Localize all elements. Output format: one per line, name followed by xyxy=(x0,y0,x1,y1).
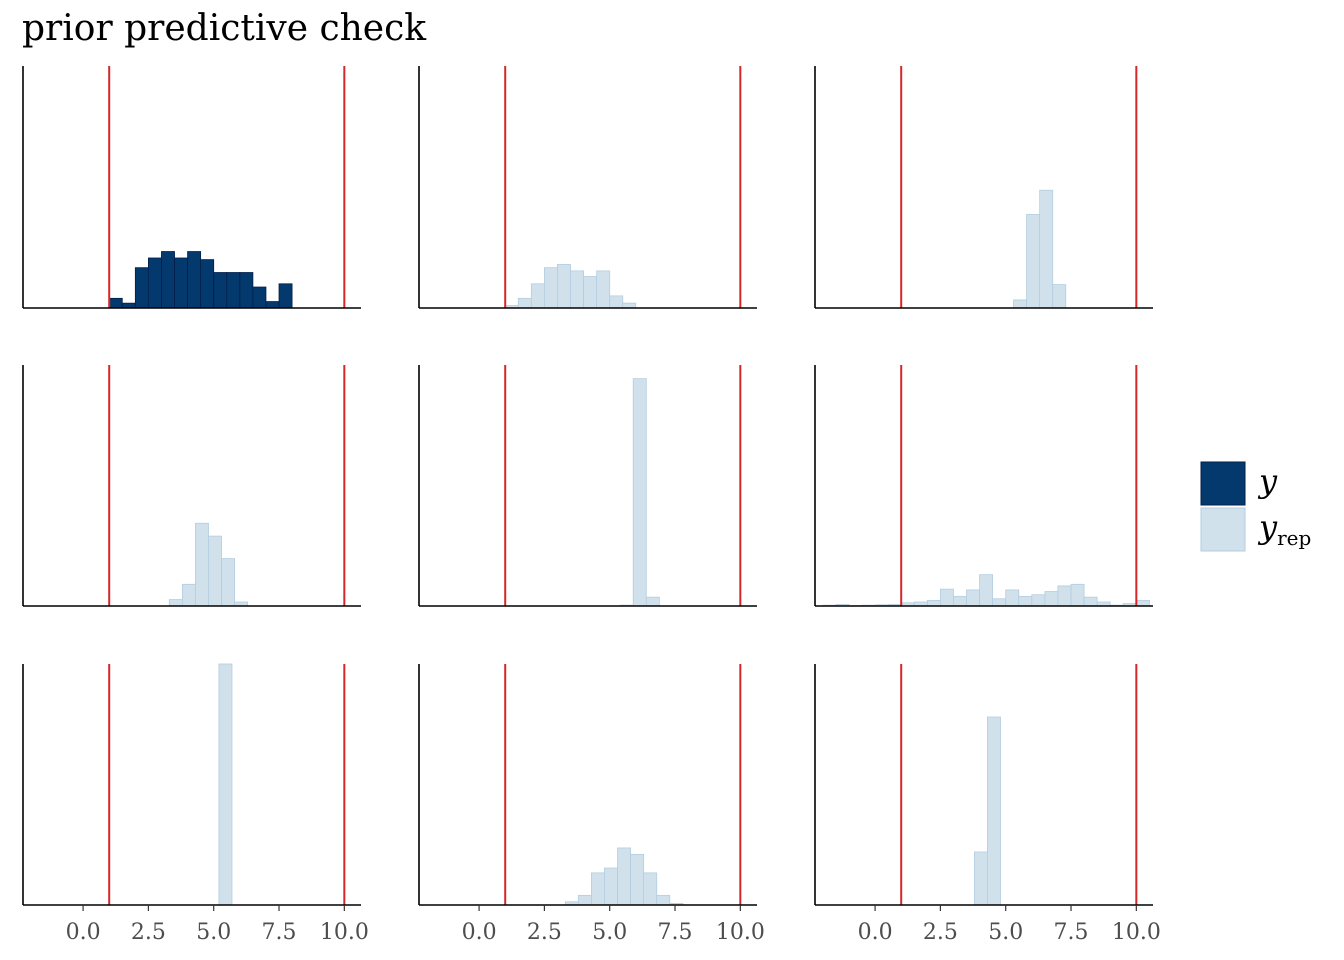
x-tick-label: 7.5 xyxy=(658,920,693,945)
histogram-bar xyxy=(609,295,624,309)
x-tick-label: 5.0 xyxy=(592,920,627,945)
histogram-bar xyxy=(174,257,188,309)
x-tick-label: 0.0 xyxy=(66,920,101,945)
x-tick-label: 5.0 xyxy=(988,920,1023,945)
legend: y yrep xyxy=(1200,461,1311,552)
histogram-bar xyxy=(544,267,558,309)
histogram-bar xyxy=(168,599,183,607)
x-tick-label: 2.5 xyxy=(131,920,166,945)
panel-2 xyxy=(418,66,757,309)
histogram-bar xyxy=(1044,591,1059,607)
histogram-bar xyxy=(656,894,671,906)
x-tick-label: 10.0 xyxy=(1112,920,1161,945)
histogram-bar xyxy=(1057,585,1072,607)
histogram-bar xyxy=(252,286,267,309)
histogram-bar xyxy=(1052,284,1067,309)
histogram-bar xyxy=(218,663,233,906)
histogram-bar xyxy=(181,583,196,607)
histogram-bar xyxy=(583,276,598,309)
histogram-bar xyxy=(134,267,149,309)
histogram-bar xyxy=(213,272,228,309)
histogram-bar xyxy=(226,272,241,309)
histogram-bar xyxy=(992,598,1007,607)
histogram-bar xyxy=(617,847,631,906)
histogram-bar xyxy=(591,872,605,906)
histogram-bar xyxy=(1013,299,1027,309)
histogram-bar xyxy=(645,596,660,607)
histogram-bar xyxy=(570,270,584,309)
histogram-bar xyxy=(596,270,611,309)
legend-swatch-y_rep xyxy=(1200,507,1246,552)
histogram-bar xyxy=(147,257,162,309)
x-tick-label: 5.0 xyxy=(196,920,231,945)
histogram-bar xyxy=(161,251,175,309)
panel-8: 0.0 2.5 5.0 7.5 10.0 xyxy=(418,664,765,945)
histogram-bar xyxy=(517,297,532,309)
histogram-bar xyxy=(1135,599,1150,607)
histogram-bar xyxy=(187,251,202,309)
x-tick-label: 0.0 xyxy=(462,920,497,945)
panel-3 xyxy=(814,66,1153,309)
x-tick-label: 2.5 xyxy=(923,920,958,945)
x-tick-label: 0.0 xyxy=(858,920,893,945)
histogram-bar xyxy=(200,259,215,309)
histogram-bar xyxy=(239,272,254,309)
histogram-bar xyxy=(1018,595,1033,607)
x-tick-label: 7.5 xyxy=(1054,920,1089,945)
histogram-bar xyxy=(1083,596,1098,607)
panel-7: 0.0 2.5 5.0 7.5 10.0 xyxy=(22,663,369,945)
histogram-bar xyxy=(966,589,980,607)
chart-title: prior predictive check xyxy=(22,8,427,49)
histogram-bar xyxy=(630,853,645,906)
panel-1 xyxy=(22,66,361,309)
histogram-bar xyxy=(1070,583,1085,607)
histogram-bar xyxy=(108,297,123,309)
histogram-bar xyxy=(208,535,222,607)
x-tick-label: 7.5 xyxy=(262,920,297,945)
histogram-bar xyxy=(953,595,967,607)
histogram-bar xyxy=(1026,214,1041,309)
histogram-bar xyxy=(987,716,1001,906)
histogram-bar xyxy=(926,599,941,607)
panel-4 xyxy=(22,365,361,607)
legend-label-y: y xyxy=(1257,462,1278,500)
histogram-bar xyxy=(979,574,994,607)
histogram-bar xyxy=(577,894,592,906)
histogram-bar xyxy=(221,558,235,607)
panel-6 xyxy=(814,365,1153,607)
panels-group: 0.0 2.5 5.0 7.5 10.0 0.0 2.5 5.0 7.5 10.0 0.0 2.5 5.… xyxy=(22,66,1161,945)
histogram-bar xyxy=(557,264,571,309)
panel-5 xyxy=(418,365,757,607)
histogram-bar xyxy=(1005,589,1020,607)
histogram-bar xyxy=(1031,594,1046,607)
histogram-bar xyxy=(940,588,954,607)
histogram-bar xyxy=(1039,189,1054,309)
panel-9: 0.0 2.5 5.0 7.5 10.0 xyxy=(814,664,1161,945)
histogram-bar xyxy=(195,522,209,607)
histogram-bar xyxy=(278,283,293,309)
legend-label-y_rep: yrep xyxy=(1257,508,1311,550)
histogram-bar xyxy=(265,301,280,309)
legend-swatch-y xyxy=(1200,461,1246,506)
histogram-bar xyxy=(604,867,618,906)
histogram-bar xyxy=(632,378,647,607)
x-tick-label: 2.5 xyxy=(527,920,562,945)
histogram-bar xyxy=(530,283,545,309)
x-tick-label: 10.0 xyxy=(320,920,369,945)
x-tick-label: 10.0 xyxy=(716,920,765,945)
histogram-bar xyxy=(973,851,988,906)
histogram-bar xyxy=(643,872,658,906)
